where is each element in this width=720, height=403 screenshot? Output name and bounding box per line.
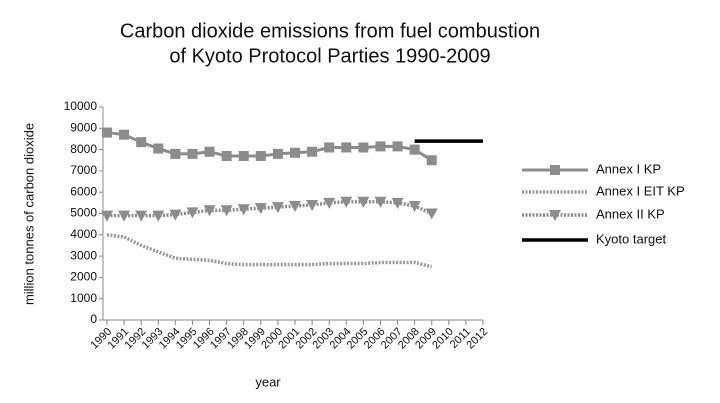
series-marker	[323, 197, 336, 209]
series-marker	[357, 196, 370, 208]
series-marker	[119, 129, 130, 140]
series-marker	[152, 210, 165, 222]
series-line	[106, 233, 433, 269]
series-marker	[254, 203, 267, 215]
chart-title: Carbon dioxide emissions from fuel combu…	[120, 20, 540, 42]
y-tick-label: 8000	[70, 142, 97, 156]
y-tick-label: 2000	[70, 270, 97, 284]
legend-label: Annex II KP	[596, 206, 665, 221]
series-marker	[203, 205, 216, 217]
y-tick-label: 9000	[70, 120, 97, 134]
y-tick-label: 5000	[70, 206, 97, 220]
series-marker	[289, 201, 301, 213]
series-marker	[341, 142, 352, 153]
y-tick-label: 1000	[70, 291, 97, 305]
series-marker	[425, 208, 438, 220]
series-marker	[169, 209, 182, 221]
chart-title: of Kyoto Protocol Parties 1990-2009	[169, 45, 490, 67]
series-marker	[272, 148, 283, 159]
series-marker	[306, 199, 319, 211]
y-tick-label: 7000	[70, 163, 97, 177]
series-marker	[204, 146, 215, 157]
series-marker	[238, 150, 249, 161]
series-marker	[186, 207, 199, 219]
series-marker	[153, 143, 164, 154]
x-axis-label: year	[255, 374, 281, 389]
series-marker	[271, 202, 284, 214]
y-axis-label: million tonnes of carbon dioxide	[21, 123, 36, 305]
y-tick-label: 10000	[64, 99, 98, 113]
series-marker	[408, 201, 421, 213]
series-marker	[391, 197, 404, 209]
y-tick-label: 0	[90, 312, 97, 326]
legend-label: Kyoto target	[596, 231, 666, 246]
series-marker	[170, 148, 181, 159]
series-marker	[101, 210, 113, 222]
legend-marker	[549, 210, 561, 221]
series-marker	[358, 142, 369, 153]
legend-label: Annex I KP	[596, 161, 661, 176]
y-tick-label: 3000	[70, 248, 97, 262]
series-marker	[220, 205, 233, 217]
series-marker	[237, 204, 250, 216]
series-marker	[374, 196, 387, 208]
series-marker	[187, 148, 198, 159]
series-marker	[307, 146, 318, 157]
series-marker	[102, 127, 112, 138]
series-marker	[221, 150, 232, 161]
y-tick-label: 6000	[70, 184, 97, 198]
series-marker	[426, 155, 437, 166]
series-marker	[118, 210, 131, 222]
series-marker	[290, 147, 300, 158]
series-marker	[135, 210, 148, 222]
legend-marker	[550, 165, 560, 175]
series-marker	[340, 196, 353, 208]
series-marker	[324, 142, 335, 153]
series-marker	[375, 141, 386, 152]
legend-label: Annex I EIT KP	[596, 183, 685, 198]
series-marker	[392, 141, 403, 152]
y-tick-label: 4000	[70, 227, 97, 241]
series-marker	[409, 144, 420, 155]
series-marker	[136, 137, 147, 148]
series-marker	[255, 150, 266, 161]
